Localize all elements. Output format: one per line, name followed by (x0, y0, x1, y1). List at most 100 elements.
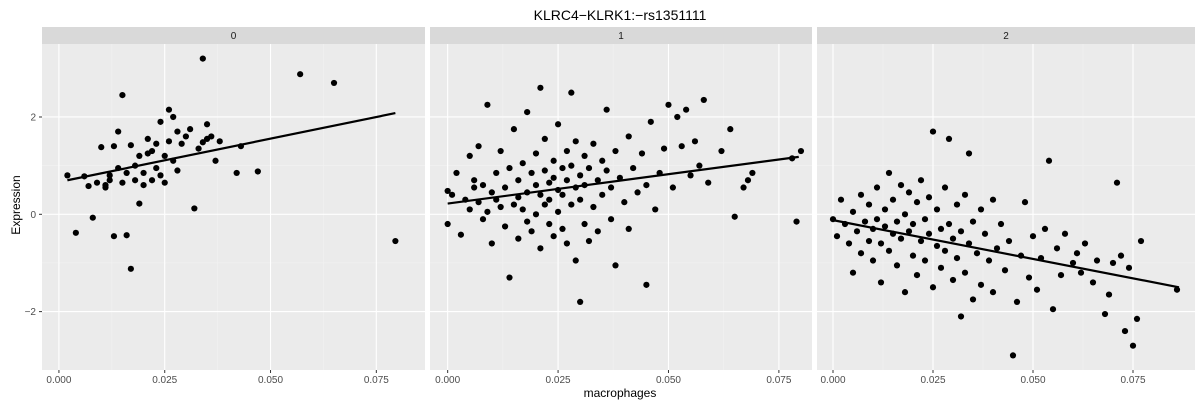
scatter-point (933, 242, 941, 250)
scatter-point (594, 177, 601, 184)
scatter-point (793, 218, 800, 225)
scatter-point (925, 230, 933, 237)
scatter-point (182, 133, 189, 140)
scatter-point (625, 133, 632, 140)
facet-strip (42, 27, 425, 44)
scatter-point (969, 296, 977, 303)
scatter-point (599, 191, 606, 198)
scatter-point (1117, 252, 1125, 259)
scatter-point (917, 177, 925, 184)
scatter-point (873, 216, 881, 223)
scatter-point (1025, 274, 1033, 281)
scatter-point (1125, 264, 1133, 271)
scatter-point (515, 194, 522, 201)
scatter-point (1041, 225, 1049, 232)
scatter-point (638, 150, 646, 157)
scatter-point (233, 169, 240, 177)
scatter-point (484, 208, 491, 215)
scatter-point (1057, 272, 1065, 279)
scatter-point (957, 228, 965, 235)
scatter-point (599, 157, 606, 164)
scatter-point (148, 177, 156, 184)
scatter-point (744, 177, 752, 184)
scatter-point (691, 138, 699, 145)
scatter-point (541, 201, 548, 208)
scatter-point (973, 250, 981, 257)
scatter-point (559, 191, 566, 198)
scatter-point (1045, 157, 1053, 164)
scatter-point (1069, 259, 1077, 267)
scatter-point (643, 281, 650, 288)
scatter-point (199, 139, 206, 146)
scatter-point (532, 211, 540, 218)
scatter-point (519, 160, 526, 167)
x-tick-label: 0.050 (1020, 375, 1045, 386)
scatter-point (989, 289, 997, 296)
scatter-point (683, 106, 690, 113)
scatter-point (857, 250, 865, 257)
scatter-point (89, 214, 96, 221)
scatter-point (106, 177, 113, 184)
scatter-point (961, 269, 969, 276)
scatter-point (612, 262, 619, 269)
facet-panels: 0 0.000 0.025 0.050 0.075 −2 0 2 1 0.000 0.025 0.05… (25, 27, 1195, 386)
scatter-point (901, 211, 909, 218)
facet-strip (430, 27, 812, 44)
x-tick-label: 0.000 (820, 375, 845, 386)
scatter-point (909, 220, 917, 228)
plot-panel-background (42, 44, 425, 370)
scatter-point (506, 274, 513, 281)
scatter-point (297, 71, 304, 78)
scatter-point (64, 172, 71, 179)
scatter-point (861, 218, 869, 225)
scatter-point (110, 233, 118, 240)
scatter-point (1121, 327, 1129, 335)
x-tick-label: 0.075 (364, 375, 389, 386)
scatter-point (127, 265, 134, 272)
x-tick-label: 0.025 (152, 375, 177, 386)
scatter-point (1073, 250, 1081, 257)
scatter-point (98, 144, 105, 151)
scatter-point (157, 172, 164, 179)
scatter-point (917, 237, 925, 245)
scatter-point (510, 201, 518, 208)
scatter-point (115, 128, 122, 135)
scatter-point (945, 135, 953, 142)
scatter-point (718, 147, 725, 155)
scatter-point (957, 313, 965, 320)
scatter-point (216, 138, 223, 145)
scatter-point (630, 164, 637, 172)
scatter-point (905, 189, 913, 196)
scatter-point (581, 152, 588, 160)
y-tick-label: 2 (30, 112, 36, 123)
scatter-point (1061, 230, 1069, 237)
scatter-point (1009, 352, 1017, 359)
x-tick-label: 0.025 (546, 375, 571, 386)
scatter-point (510, 126, 518, 133)
x-tick-label: 0.000 (435, 375, 460, 386)
scatter-point (532, 150, 540, 157)
scatter-point (953, 254, 961, 262)
scatter-point (1093, 257, 1101, 264)
scatter-point (515, 235, 522, 242)
scatter-point (590, 203, 597, 211)
scatter-point (1005, 237, 1013, 245)
scatter-point (977, 281, 985, 288)
scatter-point (857, 191, 865, 198)
scatter-point (488, 240, 495, 247)
scatter-point (603, 106, 610, 113)
scatter-point (466, 206, 473, 213)
scatter-point (212, 157, 219, 164)
scatter-point (93, 179, 101, 186)
scatter-point (330, 79, 338, 87)
scatter-point (568, 162, 575, 169)
scatter-point (889, 196, 897, 203)
scatter-point (559, 225, 566, 232)
scatter-point (174, 128, 181, 135)
scatter-point (865, 237, 873, 245)
scatter-point (484, 101, 491, 108)
scatter-point (1129, 342, 1137, 349)
scatter-point (563, 177, 571, 184)
scatter-point (581, 220, 588, 228)
facet-strip-label: 2 (1003, 31, 1009, 42)
